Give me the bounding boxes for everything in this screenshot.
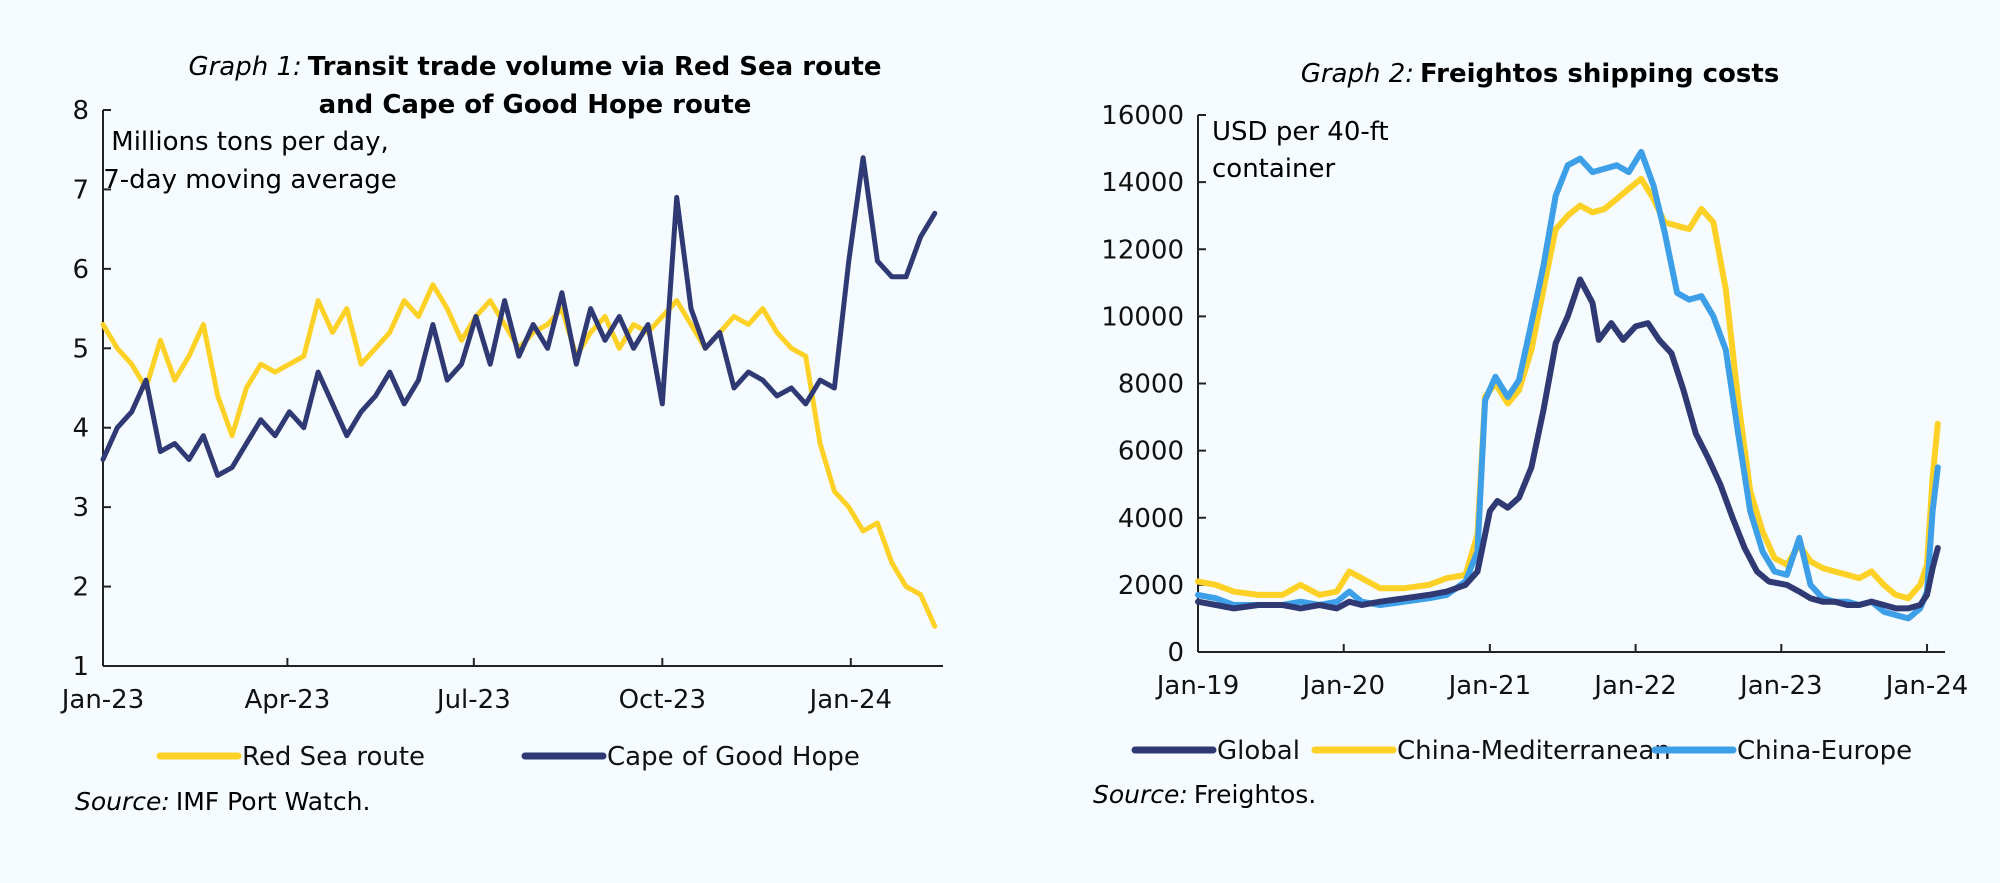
- graph-1-x-tick-label: Jan-23: [60, 685, 145, 715]
- graph-1-axes: 1 2 3 4 5 6 7 8 Jan-23 Apr-23 Jul-23 Oct-23 Jan-24: [60, 96, 943, 715]
- graph-2-unit-line2: container: [1212, 154, 1336, 184]
- graph-2-x-tick-label: Jan-24: [1884, 671, 1969, 701]
- graph-1-title-line2: and Cape of Good Hope route: [319, 90, 752, 120]
- graph-1-x-tick-label: Apr-23: [244, 685, 330, 715]
- graph-1-y-tick-label: 4: [72, 414, 89, 444]
- graph-1-plot-area: [100, 155, 938, 629]
- graph-2-y-tick-label: 8000: [1118, 370, 1184, 400]
- graph-1-y-tick-label: 7: [72, 175, 89, 205]
- graph-1-x-tick-label: Jul-23: [435, 685, 511, 715]
- graph-1-y-tick-label: 1: [72, 652, 89, 682]
- graph-1-series-line-red-sea-route: [100, 282, 938, 629]
- graph-1-y-tick-label: 6: [72, 255, 89, 285]
- graph-1-unit-line2: 7-day moving average: [103, 165, 397, 195]
- graph-2-y-tick-label: 14000: [1101, 168, 1184, 198]
- graph-2-source-lead: Source:: [1093, 780, 1188, 809]
- graph-1-x-tick-label: Oct-23: [619, 685, 706, 715]
- graph-1-legend-label-red-sea-route: Red Sea route: [242, 742, 425, 772]
- graph-1-y-tick-label: 8: [72, 96, 89, 126]
- graph-2-title-lead: Graph 2:: [1301, 59, 1414, 89]
- graph-2-y-tick-label: 4000: [1118, 504, 1184, 534]
- graph-1-y-tick-label: 3: [72, 493, 89, 523]
- graph-1-legend: Red Sea route Cape of Good Hope: [156, 742, 860, 772]
- graph-2-x-tick-label: Jan-19: [1155, 671, 1240, 701]
- graph-2-y-tick-label: 6000: [1118, 437, 1184, 467]
- graph-1-source: Source: IMF Port Watch.: [75, 787, 370, 816]
- graph-2-legend-label-china-europe: China-Europe: [1737, 736, 1912, 766]
- graph-2-y-tick-label: 12000: [1101, 235, 1184, 265]
- graph-1-source-text: IMF Port Watch.: [176, 787, 371, 816]
- graph-2-series-line-china-europe: [1195, 148, 1941, 622]
- graph-1-legend-label-cape-of-good-hope: Cape of Good Hope: [607, 742, 860, 772]
- graph-1-x-tick-label: Jan-24: [808, 685, 893, 715]
- graph-1-title-line1: Graph 1: Transit trade volume via Red Sea…: [188, 52, 881, 82]
- graph-2-x-tick-label: Jan-23: [1738, 671, 1823, 701]
- graph-1-source-lead: Source:: [75, 787, 170, 816]
- graph-1: Graph 1: Transit trade volume via Red Sea…: [60, 52, 943, 816]
- graph-2-y-tick-label: 10000: [1101, 302, 1184, 332]
- graph-2-title: Graph 2: Freightos shipping costs: [1301, 59, 1780, 89]
- graph-2-legend: Global China-Mediterranean China-Europe: [1131, 736, 1912, 766]
- graph-1-title-lead: Graph 1:: [188, 52, 301, 82]
- graph-2-legend-label-global: Global: [1217, 736, 1300, 766]
- graph-2-title-main: Freightos shipping costs: [1420, 59, 1779, 89]
- graph-2-unit-line1: USD per 40-ft: [1212, 117, 1389, 147]
- graph-2-y-tick-label: 2000: [1118, 571, 1184, 601]
- graph-2-plot-area: [1195, 148, 1941, 622]
- graph-2-legend-label-china-mediterranean: China-Mediterranean: [1397, 736, 1671, 766]
- graph-1-title-main: Transit trade volume via Red Sea route: [308, 52, 882, 82]
- graph-1-y-tick-label: 2: [72, 573, 89, 603]
- graph-2-source-text: Freightos.: [1194, 780, 1316, 809]
- graph-2-x-tick-label: Jan-20: [1300, 671, 1385, 701]
- graph-2-y-tick-label: 16000: [1101, 101, 1184, 131]
- graph-2: Graph 2: Freightos shipping costs USD per…: [1093, 59, 1968, 809]
- graph-2-source: Source: Freightos.: [1093, 780, 1316, 809]
- graph-2-x-tick-label: Jan-21: [1447, 671, 1532, 701]
- graph-2-series-line-china-mediterranean: [1195, 175, 1941, 602]
- graph-2-y-tick-label: 0: [1167, 638, 1184, 668]
- graph-2-x-tick-label: Jan-22: [1592, 671, 1677, 701]
- graph-1-unit-line1: Millions tons per day,: [111, 127, 388, 157]
- graph-1-series-line-cape-of-good-hope: [100, 155, 938, 478]
- graph-1-y-tick-label: 5: [72, 334, 89, 364]
- graph-2-axes: 0 2000 4000 6000 8000 10000 12000 14000 16000 Jan…: [1101, 101, 1968, 701]
- graph-2-series-line-global: [1195, 276, 1941, 612]
